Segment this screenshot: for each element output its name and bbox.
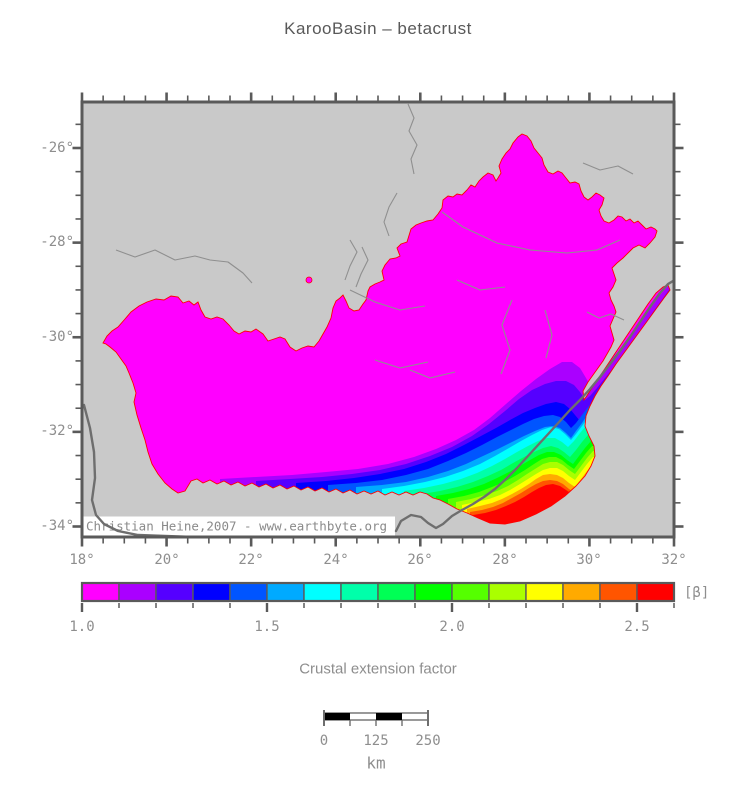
colorbar-segment: [118, 582, 157, 602]
colorbar-caption: Crustal extension factor: [299, 660, 457, 678]
colorbar-tick-label: 1.0: [69, 619, 95, 635]
river-line: [407, 103, 418, 175]
copyright-text: Christian Heine,2007 - www.earthbyte.org: [86, 519, 387, 534]
river-line: [115, 249, 253, 284]
coastline: [394, 279, 673, 533]
colorbar-segment: [192, 582, 231, 602]
scalebar-segment-black: [376, 713, 402, 720]
x-axis-label: 28°: [492, 552, 518, 568]
copyright-box: [83, 516, 395, 536]
river-line: [383, 192, 398, 237]
x-axis-label: 22°: [238, 552, 264, 568]
scalebar-label: 250: [415, 733, 441, 749]
figure-title: KarooBasin – betacrust: [284, 19, 472, 38]
y-axis-label: -28°: [40, 234, 74, 250]
colorbar-tick-label: 1.5: [254, 619, 280, 635]
colorbar-segment: [525, 582, 564, 602]
river-line: [441, 211, 621, 254]
basin-outline: [102, 133, 671, 525]
river-line: [355, 246, 369, 288]
scalebar-segment-black: [324, 713, 350, 720]
colorbar-tick-label: 2.5: [624, 619, 650, 635]
river-line: [544, 309, 553, 359]
colorbar-segment: [414, 582, 453, 602]
x-axis-label: 30°: [576, 552, 602, 568]
river-line: [349, 289, 426, 311]
river-line: [586, 311, 625, 321]
colorbar-frame: [80, 581, 676, 603]
x-axis-label: 32°: [661, 552, 687, 568]
map-interior: Christian Heine,2007 - www.earthbyte.org: [83, 103, 673, 536]
colorbar-segment: [229, 582, 268, 602]
x-axis-label: 20°: [154, 552, 180, 568]
scalebar-label: 0: [319, 733, 329, 749]
basin-islet: [305, 276, 313, 284]
colorbar-segment: [81, 582, 120, 602]
y-axis-label: -34°: [40, 518, 74, 534]
y-axis-label: -30°: [40, 329, 74, 345]
x-axis-label: 24°: [323, 552, 349, 568]
river-line: [500, 299, 513, 375]
coastline: [83, 403, 187, 536]
map-frame: [80, 100, 676, 539]
colorbar-segment: [266, 582, 305, 602]
colorbar-segment: [562, 582, 601, 602]
river-line: [456, 279, 506, 291]
y-axis-label: -32°: [40, 423, 74, 439]
river-line: [582, 162, 634, 175]
colorbar-segment: [377, 582, 416, 602]
colorbar-segment: [155, 582, 194, 602]
scalebar-unit: km: [366, 753, 386, 773]
y-axis-label: -26°: [40, 140, 74, 156]
river-line: [374, 359, 429, 369]
colorbar-segment: [451, 582, 490, 602]
scalebar-label: 125: [363, 733, 389, 749]
x-axis-label: 26°: [407, 552, 433, 568]
colorbar-segment: [303, 582, 342, 602]
colorbar-segment: [488, 582, 527, 602]
colorbar-unit-label: [β]: [684, 585, 710, 601]
river-line: [409, 369, 456, 379]
x-axis-label: 18°: [69, 552, 95, 568]
colorbar-tick-label: 2.0: [439, 619, 465, 635]
river-line: [344, 239, 358, 281]
colorbar-segment: [340, 582, 379, 602]
colorbar-segment: [599, 582, 638, 602]
colorbar-segment: [636, 582, 675, 602]
